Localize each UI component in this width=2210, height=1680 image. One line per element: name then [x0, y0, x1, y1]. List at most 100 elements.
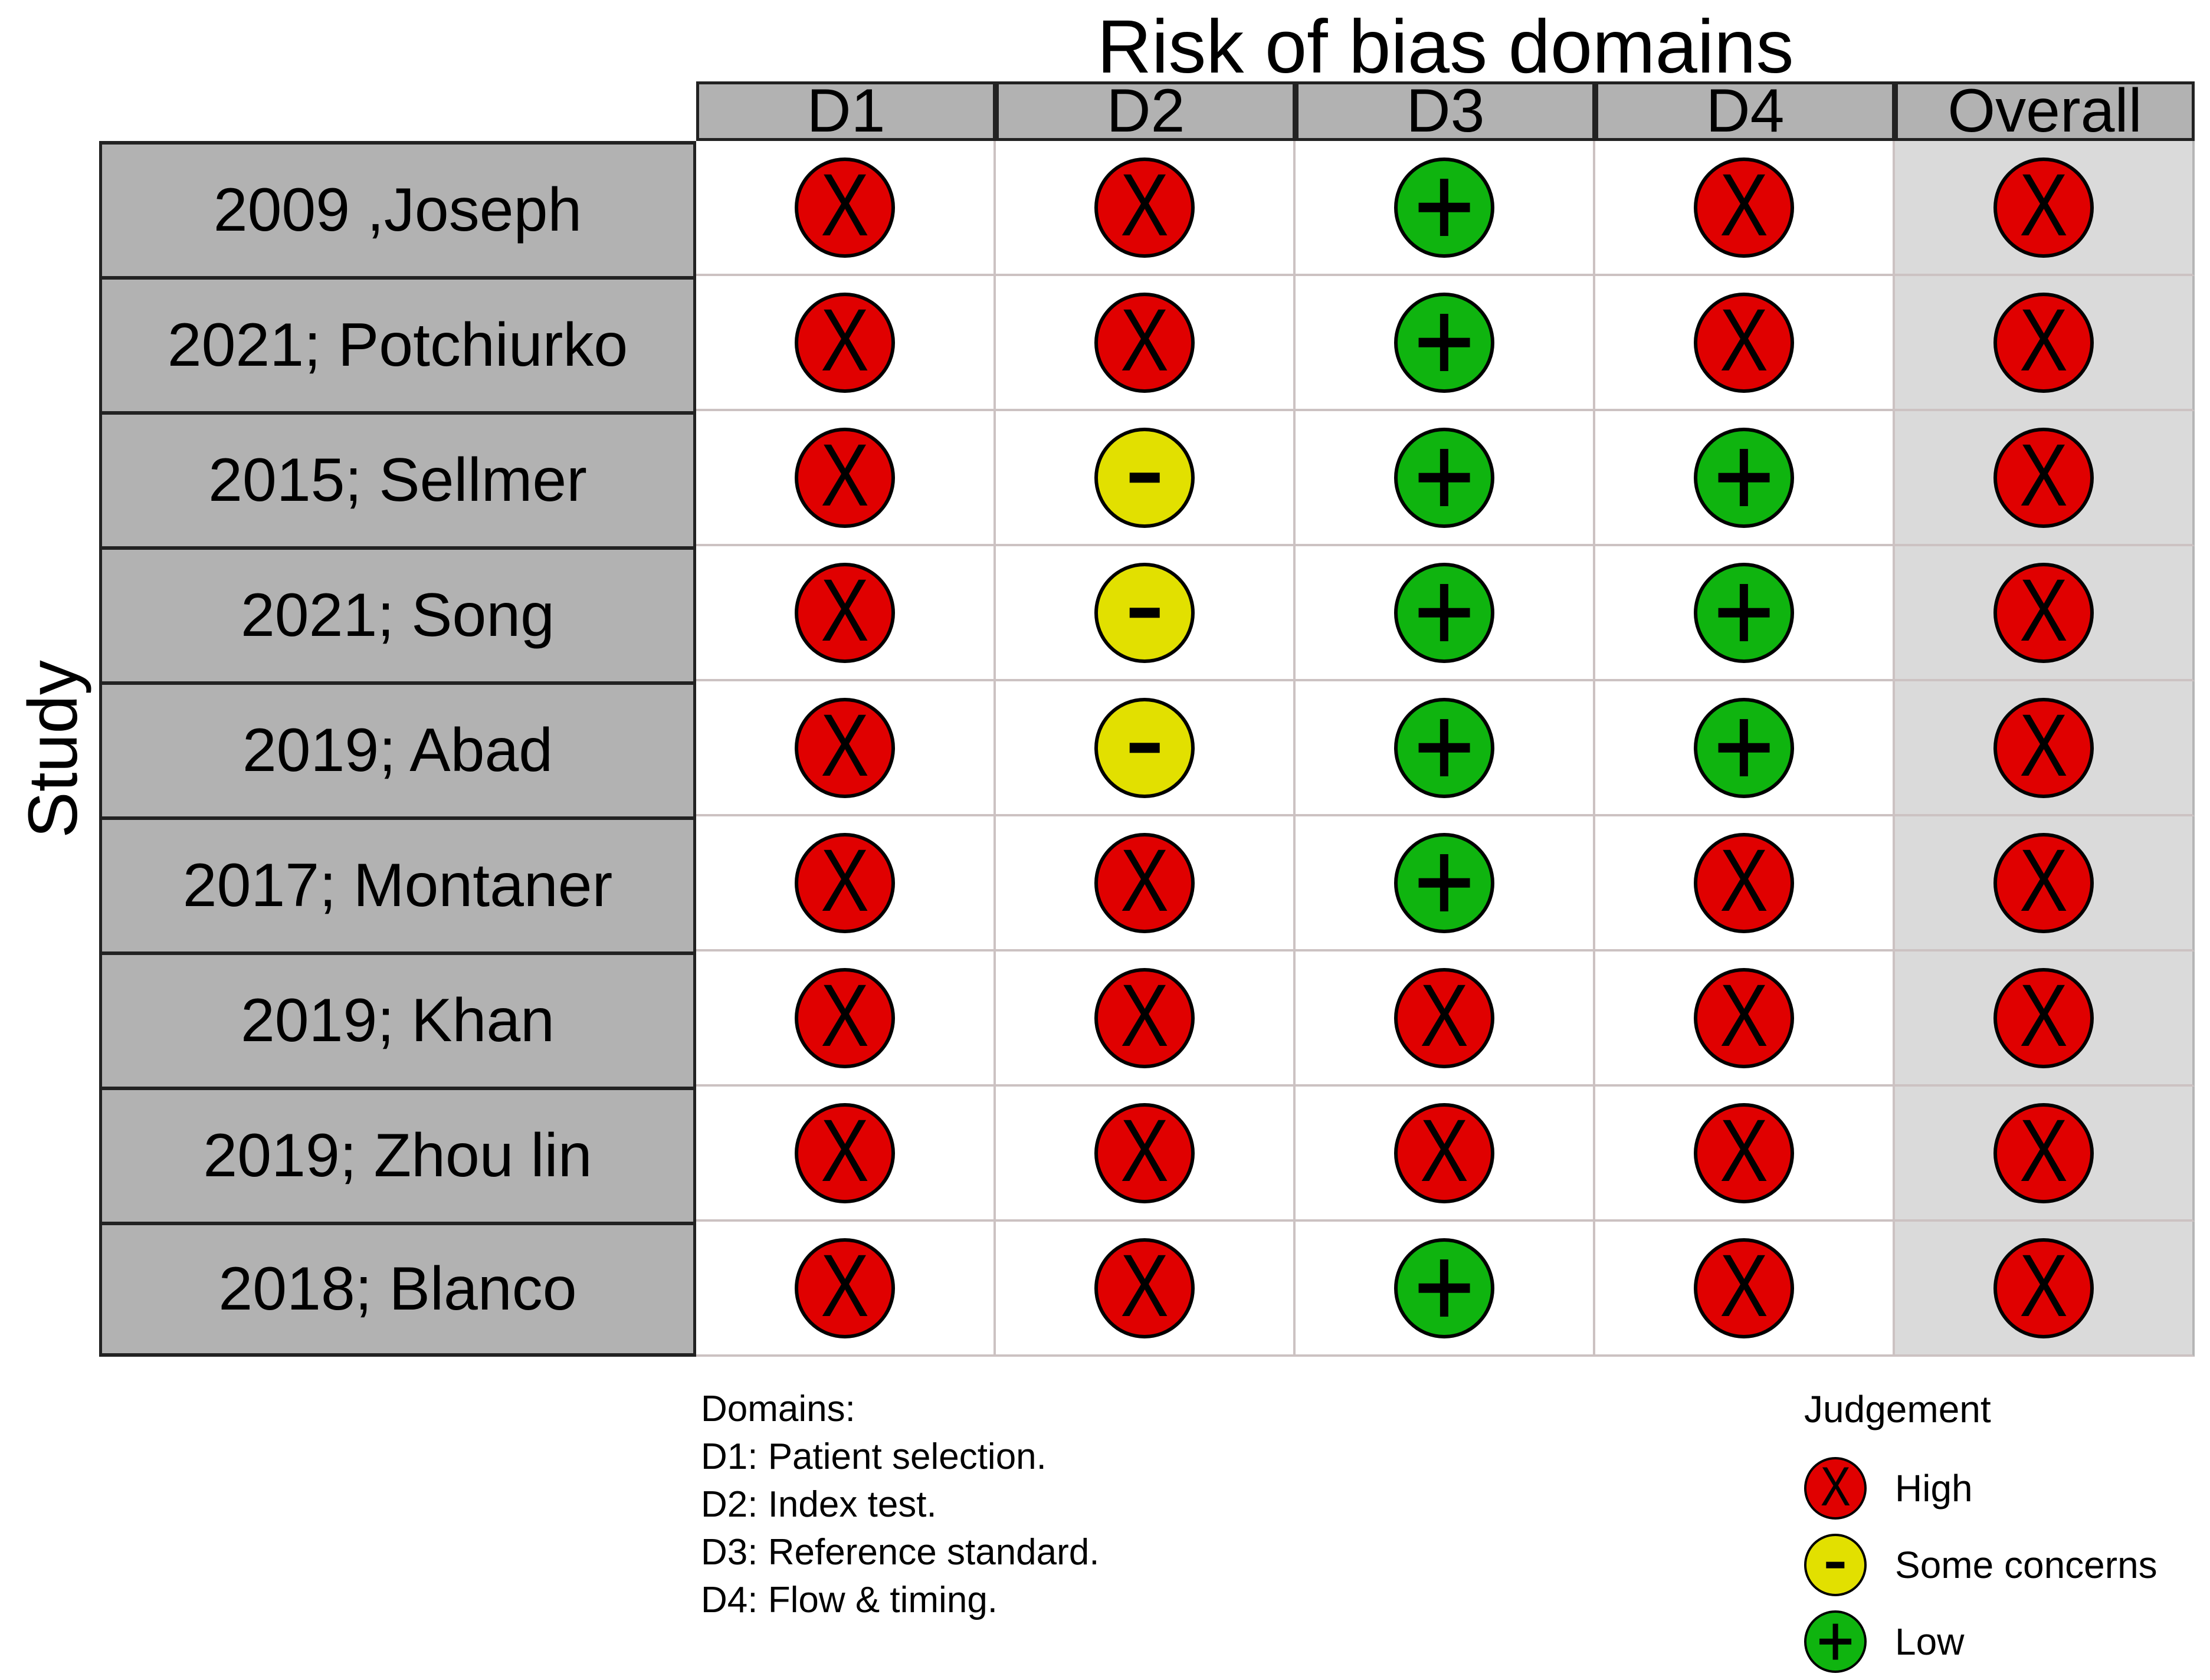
legend-item-label: Some concerns [1895, 1544, 2157, 1586]
study-label: 2015; Sellmer [99, 411, 696, 546]
legend-item-low: Low [1804, 1610, 2157, 1673]
legend-item-high: X High [1804, 1457, 2157, 1520]
judgement-low-icon [1394, 427, 1494, 528]
cell-d1: X [696, 141, 996, 276]
plus-glyph [1718, 608, 1770, 618]
figure-title: Risk of bias domains [1097, 5, 1794, 89]
x-glyph: X [1719, 155, 1769, 254]
x-glyph: X [1719, 1236, 1769, 1335]
x-glyph: X [1120, 155, 1169, 254]
judgement-high-icon: X [795, 831, 895, 933]
judgement-low-icon [1804, 1610, 1867, 1673]
judgement-some-concerns-icon [1094, 697, 1195, 798]
judgement-high-icon: X [1694, 290, 1794, 393]
x-glyph: X [820, 831, 870, 930]
y-axis-label: Study [14, 660, 92, 838]
judgement-high-icon: X [1993, 155, 2094, 258]
x-glyph: X [1120, 1101, 1169, 1200]
cell-d2: X [996, 141, 1296, 276]
cell-d4 [1595, 411, 1895, 546]
judgement-low-icon [1394, 697, 1494, 798]
x-glyph: X [2019, 831, 2068, 930]
x-glyph: X [1419, 1101, 1469, 1200]
judgement-high-icon: X [795, 967, 895, 1068]
cell-overall: X [1895, 1087, 2195, 1222]
judgement-high-icon: X [1993, 967, 2094, 1068]
domains-note-heading: Domains: [701, 1389, 855, 1429]
plus-glyph [1418, 878, 1470, 888]
x-glyph: X [1120, 1236, 1169, 1335]
cell-d4: X [1595, 1222, 1895, 1357]
cell-d3 [1296, 141, 1595, 276]
cell-overall: X [1895, 816, 2195, 951]
judgement-legend: Judgement X High Some concerns Low [1804, 1387, 2157, 1680]
judgement-high-icon: X [1094, 292, 1195, 393]
study-label: 2009 ,Joseph [99, 141, 696, 276]
judgement-high-icon: X [795, 1238, 895, 1338]
judgement-high-icon: X [795, 697, 895, 798]
cell-overall: X [1895, 276, 2195, 411]
study-label: 2021; Song [99, 546, 696, 681]
legend-item-label: Low [1895, 1620, 1965, 1663]
plus-glyph [1418, 337, 1470, 347]
plus-glyph [1418, 608, 1470, 618]
cell-d1: X [696, 951, 996, 1087]
x-glyph: X [820, 1101, 870, 1200]
cell-d2: X [996, 276, 1296, 411]
cell-d2: X [996, 1222, 1296, 1357]
judgement-high-icon: X [1993, 695, 2094, 798]
plus-glyph [1718, 472, 1770, 483]
judgement-low-icon [1394, 1238, 1494, 1338]
judgement-low-icon [1394, 157, 1494, 258]
cell-d1: X [696, 816, 996, 951]
cell-d1: X [696, 546, 996, 681]
judgement-high-icon: X [1993, 562, 2094, 663]
cell-d4 [1595, 546, 1895, 681]
domains-note-line: D1: Patient selection. [701, 1436, 1047, 1477]
x-glyph: X [2019, 695, 2068, 795]
cell-overall: X [1895, 411, 2195, 546]
study-label: 2021; Potchiurko [99, 276, 696, 411]
cell-d4: X [1595, 951, 1895, 1087]
cell-overall: X [1895, 1222, 2195, 1357]
x-glyph: X [820, 155, 870, 254]
x-glyph: X [2019, 1101, 2068, 1200]
judgement-some-concerns-icon [1094, 427, 1195, 528]
cell-overall: X [1895, 546, 2195, 681]
x-glyph: X [2019, 425, 2068, 524]
x-glyph: X [1719, 831, 1769, 930]
legend-title: Judgement [1804, 1388, 1991, 1430]
x-glyph: X [2019, 290, 2068, 389]
cell-d1: X [696, 411, 996, 546]
x-glyph: X [1719, 1101, 1769, 1200]
judgement-low-icon [1694, 562, 1794, 663]
cell-d3 [1296, 546, 1595, 681]
x-glyph: X [2019, 155, 2068, 254]
x-glyph: X [1719, 966, 1769, 1065]
cell-d3 [1296, 1222, 1595, 1357]
judgement-high-icon: X [1394, 967, 1494, 1068]
judgement-high-icon: X [1694, 831, 1794, 933]
x-glyph: X [1719, 290, 1769, 389]
judgement-high-icon: X [1804, 1457, 1867, 1520]
cell-d3: X [1296, 951, 1595, 1087]
judgement-high-icon: X [1694, 966, 1794, 1068]
judgement-low-icon [1394, 832, 1494, 933]
cell-d2: X [996, 1087, 1296, 1222]
minus-glyph [1129, 472, 1160, 483]
minus-glyph [1826, 1561, 1845, 1569]
column-header-d4: D4 [1595, 77, 1895, 145]
cell-d1: X [696, 681, 996, 816]
x-glyph: X [820, 290, 870, 389]
judgement-high-icon: X [1094, 967, 1195, 1068]
cell-d2 [996, 411, 1296, 546]
judgement-high-icon: X [795, 427, 895, 528]
study-label: 2019; Abad [99, 681, 696, 816]
judgement-high-icon: X [1993, 1238, 2094, 1338]
plus-glyph [1418, 472, 1470, 483]
cell-overall: X [1895, 951, 2195, 1087]
cell-d3 [1296, 411, 1595, 546]
judgement-high-icon: X [1993, 831, 2094, 933]
cell-d1: X [696, 276, 996, 411]
judgement-high-icon: X [1094, 1101, 1195, 1203]
